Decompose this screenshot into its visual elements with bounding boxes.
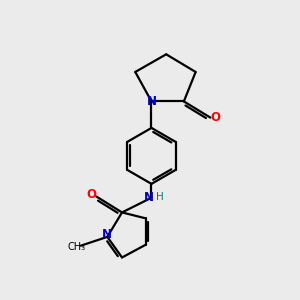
- Text: CH₃: CH₃: [67, 242, 86, 252]
- Text: N: N: [143, 191, 154, 204]
- Text: N: N: [102, 228, 112, 241]
- Text: H: H: [156, 192, 164, 202]
- Text: O: O: [211, 111, 221, 124]
- Text: O: O: [86, 188, 96, 201]
- Text: N: N: [146, 95, 157, 108]
